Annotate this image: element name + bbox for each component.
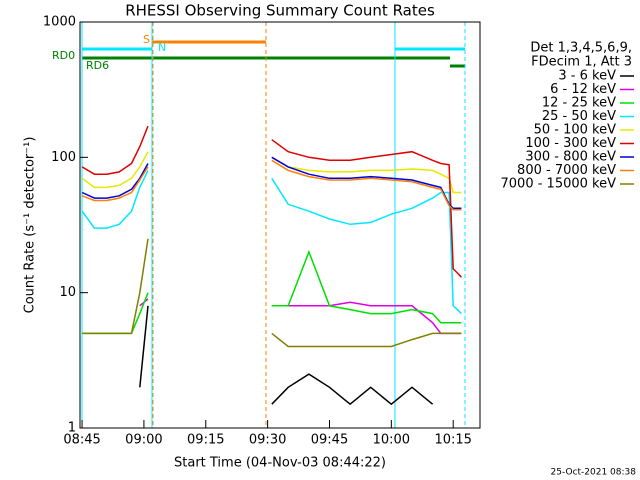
legend-label: 7000 - 15000 keV (501, 177, 617, 192)
legend-label: 3 - 6 keV (558, 69, 616, 84)
series-line (139, 305, 434, 406)
y-tick-label: 10 (59, 285, 76, 300)
legend-label: 50 - 100 keV (534, 123, 617, 138)
annotation: N (158, 41, 166, 54)
x-tick-label: 09:45 (311, 433, 348, 448)
legend-header: Det 1,3,4,5,6,9, (530, 41, 632, 56)
y-tick-label: 1 (68, 421, 76, 436)
legend-label: 12 - 25 keV (542, 96, 616, 111)
x-tick-label: 09:30 (249, 433, 286, 448)
legend-label: 800 - 7000 keV (517, 163, 616, 178)
x-axis-label: Start Time (04-Nov-03 08:44:22) (174, 456, 386, 471)
series-line (81, 170, 462, 315)
annotation: RD0 (52, 49, 75, 62)
series-line (82, 238, 462, 348)
x-tick-label: 10:15 (434, 433, 471, 448)
annotation: RD6 (86, 59, 109, 72)
legend-label: 25 - 50 keV (542, 109, 616, 124)
x-tick-label: 10:00 (373, 433, 410, 448)
y-tick-label: 100 (51, 150, 76, 165)
y-tick-label: 1000 (43, 15, 76, 30)
legend-label: 100 - 300 keV (525, 136, 616, 151)
series-line (81, 156, 462, 210)
series-line (81, 151, 462, 194)
legend-label: 300 - 800 keV (525, 150, 616, 165)
legend-header: FDecim 1, Att 3 (531, 55, 632, 70)
x-tick-label: 09:00 (125, 433, 162, 448)
x-tick-label: 09:15 (187, 433, 224, 448)
annotation: S (143, 33, 150, 46)
x-tick-label: 08:45 (63, 433, 100, 448)
series-line (81, 159, 462, 211)
plot-frame (79, 21, 481, 429)
series-line (81, 125, 462, 278)
footer: 25-Oct-2021 08:38 (551, 468, 637, 478)
y-axis-label: Count Rate (s⁻¹ detector⁻¹) (23, 137, 38, 314)
chart-title: RHESSI Observing Summary Count Rates (125, 2, 435, 20)
legend-label: 6 - 12 keV (550, 82, 616, 97)
